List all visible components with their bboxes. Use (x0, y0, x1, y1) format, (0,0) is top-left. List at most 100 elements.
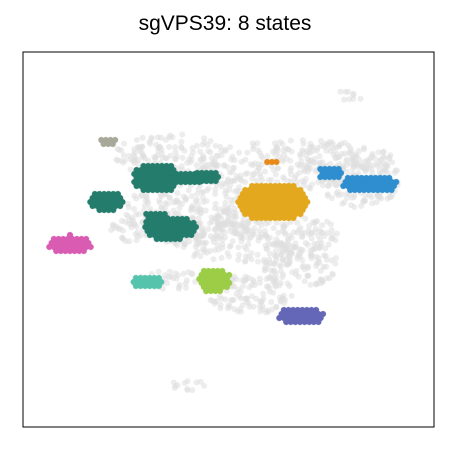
background-cell-point (325, 241, 332, 248)
background-cell-point (329, 232, 336, 239)
background-cell-point (145, 157, 152, 164)
background-cell-point (285, 178, 292, 185)
background-cell-point (288, 148, 295, 155)
background-cell-point (321, 143, 328, 150)
background-cell-point (345, 88, 352, 95)
background-cell-point (231, 306, 238, 313)
background-cell-point (251, 282, 258, 288)
background-cell-point (203, 163, 210, 170)
background-cell-point (248, 256, 255, 263)
background-cell-point (220, 208, 227, 215)
background-cell-point (318, 280, 325, 287)
background-cell-point (245, 300, 252, 307)
background-cell-point (268, 176, 275, 183)
background-cell-point (142, 193, 149, 200)
background-cell-point (222, 221, 228, 228)
background-cell-point (215, 246, 222, 253)
background-cell-point (256, 303, 263, 310)
background-cell-point (295, 273, 302, 280)
background-cell-point (157, 134, 164, 141)
background-cell-point (335, 154, 342, 161)
background-cell-point (224, 178, 231, 185)
state-cluster-point (176, 235, 184, 243)
background-cell-point (272, 254, 279, 260)
background-cell-point (307, 252, 314, 259)
state-cluster-point (80, 247, 88, 255)
background-cell-point (194, 196, 200, 203)
background-cell-point (139, 134, 146, 141)
background-cell-point (283, 221, 290, 228)
background-cell-point (337, 88, 344, 95)
background-cell-point (261, 259, 268, 266)
background-cell-point (224, 164, 231, 171)
background-cell-point (174, 190, 181, 197)
background-cell-point (276, 153, 283, 160)
background-cell-point (159, 154, 166, 161)
background-cell-point (273, 219, 280, 226)
background-cell-point (333, 230, 340, 237)
background-cell-point (235, 244, 242, 251)
background-cell-point (321, 252, 328, 259)
background-cell-point (188, 157, 195, 164)
background-cell-point (188, 270, 195, 277)
state-cluster-point (110, 206, 117, 214)
state-cluster-point (116, 202, 124, 210)
background-cell-point (242, 258, 249, 265)
background-cell-point (233, 276, 240, 283)
background-cell-point (205, 148, 212, 154)
background-cell-point (246, 284, 253, 291)
background-cell-point (128, 224, 135, 231)
background-cell-point (298, 158, 305, 164)
background-cell-point (174, 242, 181, 249)
background-cell-point (178, 201, 185, 208)
background-cell-point (194, 191, 201, 197)
background-cell-point (325, 182, 332, 189)
background-cell-point (180, 270, 187, 277)
chart-title: sgVPS39: 8 states (138, 12, 312, 35)
state-cluster-point (290, 214, 297, 222)
background-cell-point (199, 246, 206, 253)
background-cell-point (256, 228, 263, 234)
background-cell-point (272, 271, 279, 277)
background-cell-point (194, 248, 201, 255)
background-cell-point (324, 192, 331, 199)
background-cell-point (227, 144, 233, 151)
background-cell-point (265, 283, 272, 290)
background-cell-point (193, 379, 200, 386)
background-cell-point (248, 250, 255, 257)
background-cell-point (242, 277, 249, 284)
background-cell-point (380, 148, 387, 155)
background-cell-point (231, 205, 238, 212)
background-cell-point (212, 186, 219, 193)
background-cell-point (216, 293, 223, 299)
background-cell-point (245, 241, 252, 248)
background-cell-point (254, 251, 261, 258)
background-cell-point (287, 137, 294, 144)
background-cell-point (309, 219, 316, 226)
background-cell-point (264, 153, 271, 160)
background-cell-point (271, 260, 278, 267)
state-cluster-point (161, 218, 168, 226)
background-cell-point (270, 289, 277, 296)
background-cell-point (304, 241, 311, 248)
background-cell-point (286, 283, 293, 290)
background-cell-point (266, 250, 273, 257)
background-cell-point (218, 183, 225, 190)
background-cell-point (166, 268, 173, 275)
background-cell-point (121, 140, 128, 147)
background-cell-point (288, 292, 295, 299)
background-cell-point (210, 256, 217, 263)
background-cell-point (368, 194, 375, 201)
background-cell-point (288, 165, 295, 171)
background-cell-point (164, 200, 171, 207)
background-cell-point (369, 200, 376, 207)
background-cell-point (126, 238, 133, 245)
background-cell-point (134, 161, 141, 168)
background-cell-point (259, 155, 266, 162)
background-cell-point (226, 243, 233, 250)
background-cell-point (279, 221, 286, 228)
background-cell-point (219, 236, 226, 243)
background-cell-point (170, 379, 177, 386)
background-cell-point (179, 154, 186, 161)
background-cell-point (222, 199, 229, 206)
